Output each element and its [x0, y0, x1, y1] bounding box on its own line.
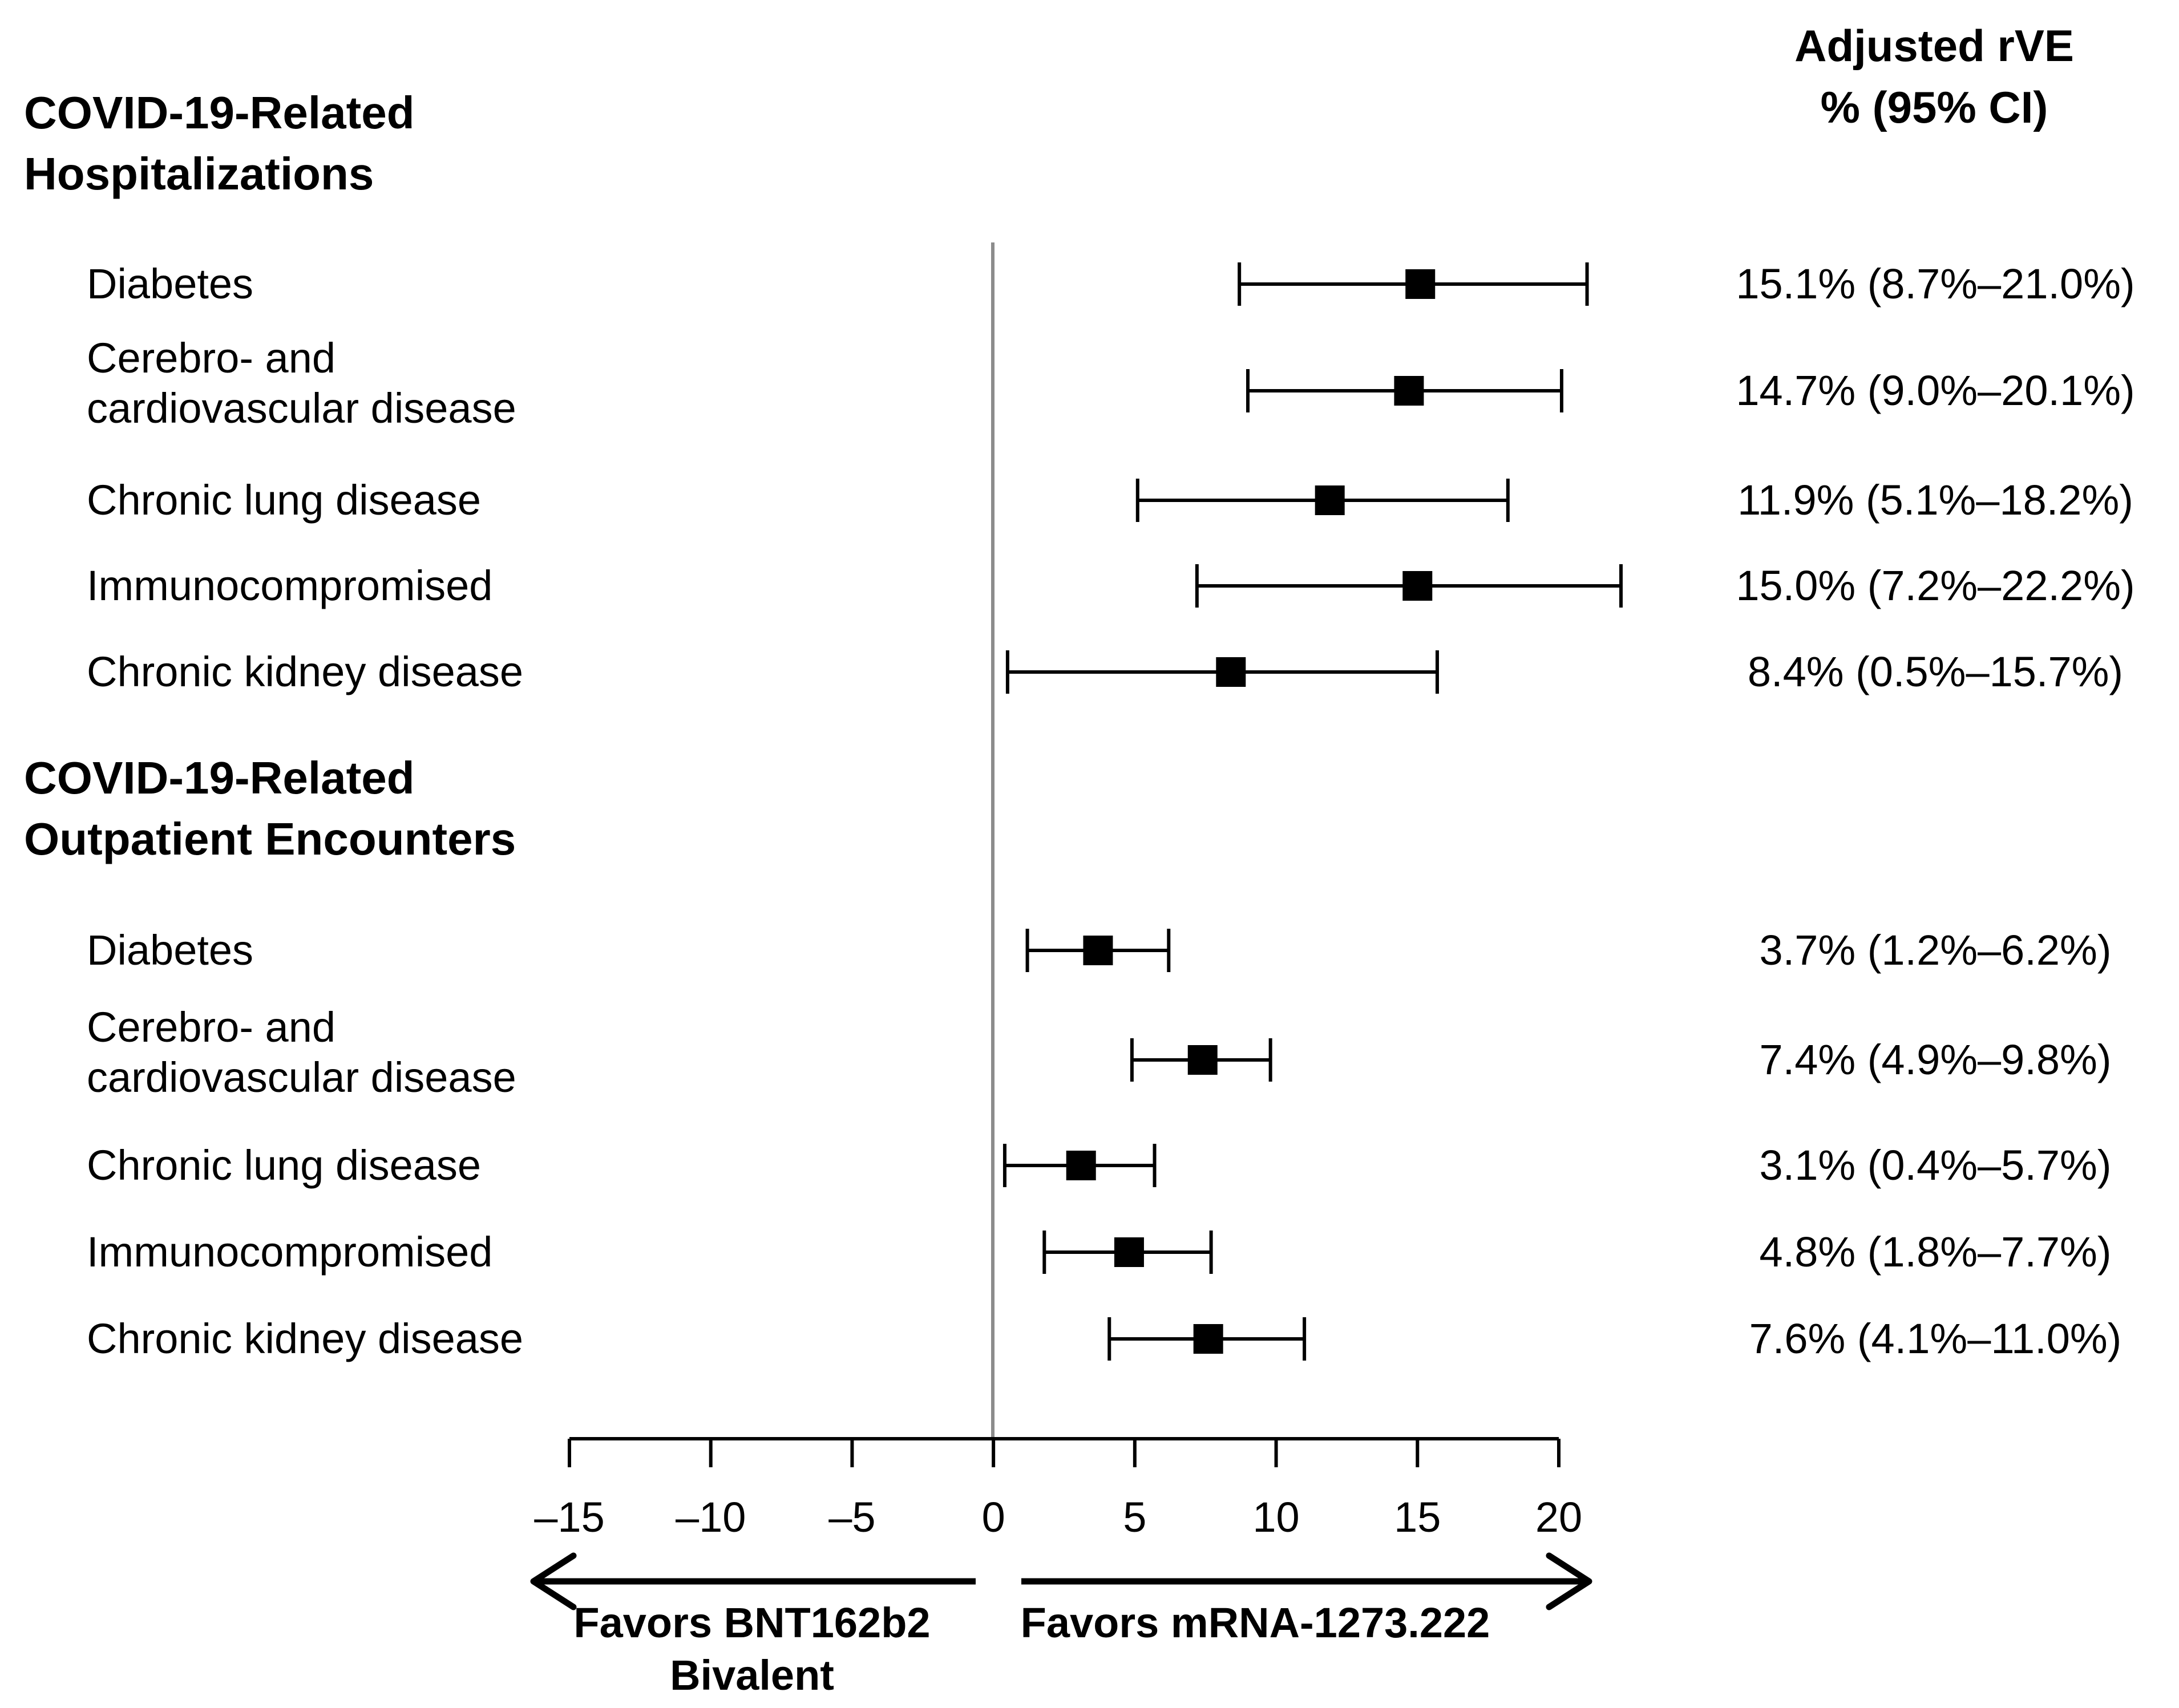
plot-groups: COVID-19-Related Hospitalizations Diabetes…: [24, 87, 2135, 1362]
row-label: Cerebro- and: [87, 1003, 335, 1051]
point-estimate: [1193, 1324, 1223, 1354]
forest-row: Diabetes 3.7% (1.2%–6.2%): [87, 926, 2112, 974]
point-estimate: [1315, 485, 1345, 515]
favors-right-label: Favors mRNA-1273.222: [1021, 1599, 1490, 1646]
group-title: COVID-19-Related: [24, 752, 415, 803]
group-title: Outpatient Encounters: [24, 813, 516, 864]
row-label: cardiovascular disease: [87, 1054, 516, 1101]
header-line-1: Adjusted rVE: [1794, 21, 2074, 71]
right-arrowhead: [1546, 1552, 1592, 1610]
row-label: Chronic lung disease: [87, 476, 481, 524]
row-label: Cerebro- and: [87, 334, 335, 382]
row-label: Chronic kidney disease: [87, 1315, 523, 1362]
estimate-text: 15.0% (7.2%–22.2%): [1736, 562, 2134, 609]
group-2: COVID-19-Related Outpatient Encounters Dia…: [24, 752, 2121, 1362]
x-tick-label: –5: [828, 1494, 875, 1541]
estimate-text: 4.8% (1.8%–7.7%): [1759, 1228, 2111, 1276]
x-tick-label: 10: [1252, 1494, 1299, 1541]
favors-left-label: Bivalent: [670, 1652, 834, 1699]
estimate-text: 7.6% (4.1%–11.0%): [1749, 1315, 2122, 1362]
x-axis: –15 –10 –5 0 5 10 15 20: [534, 1437, 1582, 1541]
row-label: Chronic kidney disease: [87, 648, 523, 695]
direction-labels: Favors BNT162b2 Bivalent Favors mRNA-1273.…: [530, 1552, 1592, 1699]
point-estimate: [1187, 1045, 1218, 1075]
point-estimate: [1405, 269, 1436, 299]
row-label: Immunocompromised: [87, 562, 492, 609]
row-label: cardiovascular disease: [87, 384, 516, 432]
estimate-text: 3.1% (0.4%–5.7%): [1759, 1142, 2111, 1189]
group-title: COVID-19-Related: [24, 87, 415, 138]
point-estimate: [1402, 571, 1433, 601]
point-estimate: [1083, 936, 1113, 965]
estimate-text: 8.4% (0.5%–15.7%): [1748, 648, 2123, 695]
forest-row: Immunocompromised 15.0% (7.2%–22.2%): [87, 562, 2135, 609]
row-label: Diabetes: [87, 260, 253, 307]
point-estimate: [1394, 376, 1424, 406]
forest-row: Chronic lung disease 11.9% (5.1%–18.2%): [87, 476, 2133, 524]
forest-row: Chronic kidney disease 7.6% (4.1%–11.0%): [87, 1315, 2121, 1362]
forest-row: Chronic lung disease 3.1% (0.4%–5.7%): [87, 1142, 2112, 1189]
header-line-2: % (95% CI): [1821, 82, 2048, 132]
group-title: Hospitalizations: [24, 148, 374, 199]
estimate-text: 15.1% (8.7%–21.0%): [1736, 260, 2134, 307]
forest-row: Immunocompromised 4.8% (1.8%–7.7%): [87, 1228, 2112, 1276]
point-estimate: [1066, 1151, 1096, 1180]
x-tick-label: 20: [1535, 1494, 1582, 1541]
point-estimate: [1216, 657, 1246, 687]
left-arrowhead: [530, 1552, 577, 1610]
x-tick-label: 0: [982, 1494, 1005, 1541]
x-tick-label: 5: [1123, 1494, 1146, 1541]
x-tick-label: 15: [1394, 1494, 1441, 1541]
forest-row: Chronic kidney disease 8.4% (0.5%–15.7%): [87, 648, 2123, 695]
forest-row: Diabetes 15.1% (8.7%–21.0%): [87, 260, 2135, 307]
estimate-column-header: Adjusted rVE % (95% CI): [1794, 21, 2074, 132]
row-label: Immunocompromised: [87, 1228, 492, 1276]
point-estimate: [1114, 1237, 1144, 1267]
estimate-text: 3.7% (1.2%–6.2%): [1759, 926, 2111, 974]
x-tick-label: –10: [676, 1494, 746, 1541]
estimate-text: 7.4% (4.9%–9.8%): [1759, 1036, 2111, 1083]
row-label: Diabetes: [87, 926, 253, 974]
row-label: Chronic lung disease: [87, 1142, 481, 1189]
group-1: COVID-19-Related Hospitalizations Diabetes…: [24, 87, 2135, 695]
x-tick-label: –15: [534, 1494, 604, 1541]
favors-left-label: Favors BNT162b2: [573, 1599, 930, 1646]
estimate-text: 11.9% (5.1%–18.2%): [1737, 476, 2133, 524]
estimate-text: 14.7% (9.0%–20.1%): [1736, 367, 2134, 414]
